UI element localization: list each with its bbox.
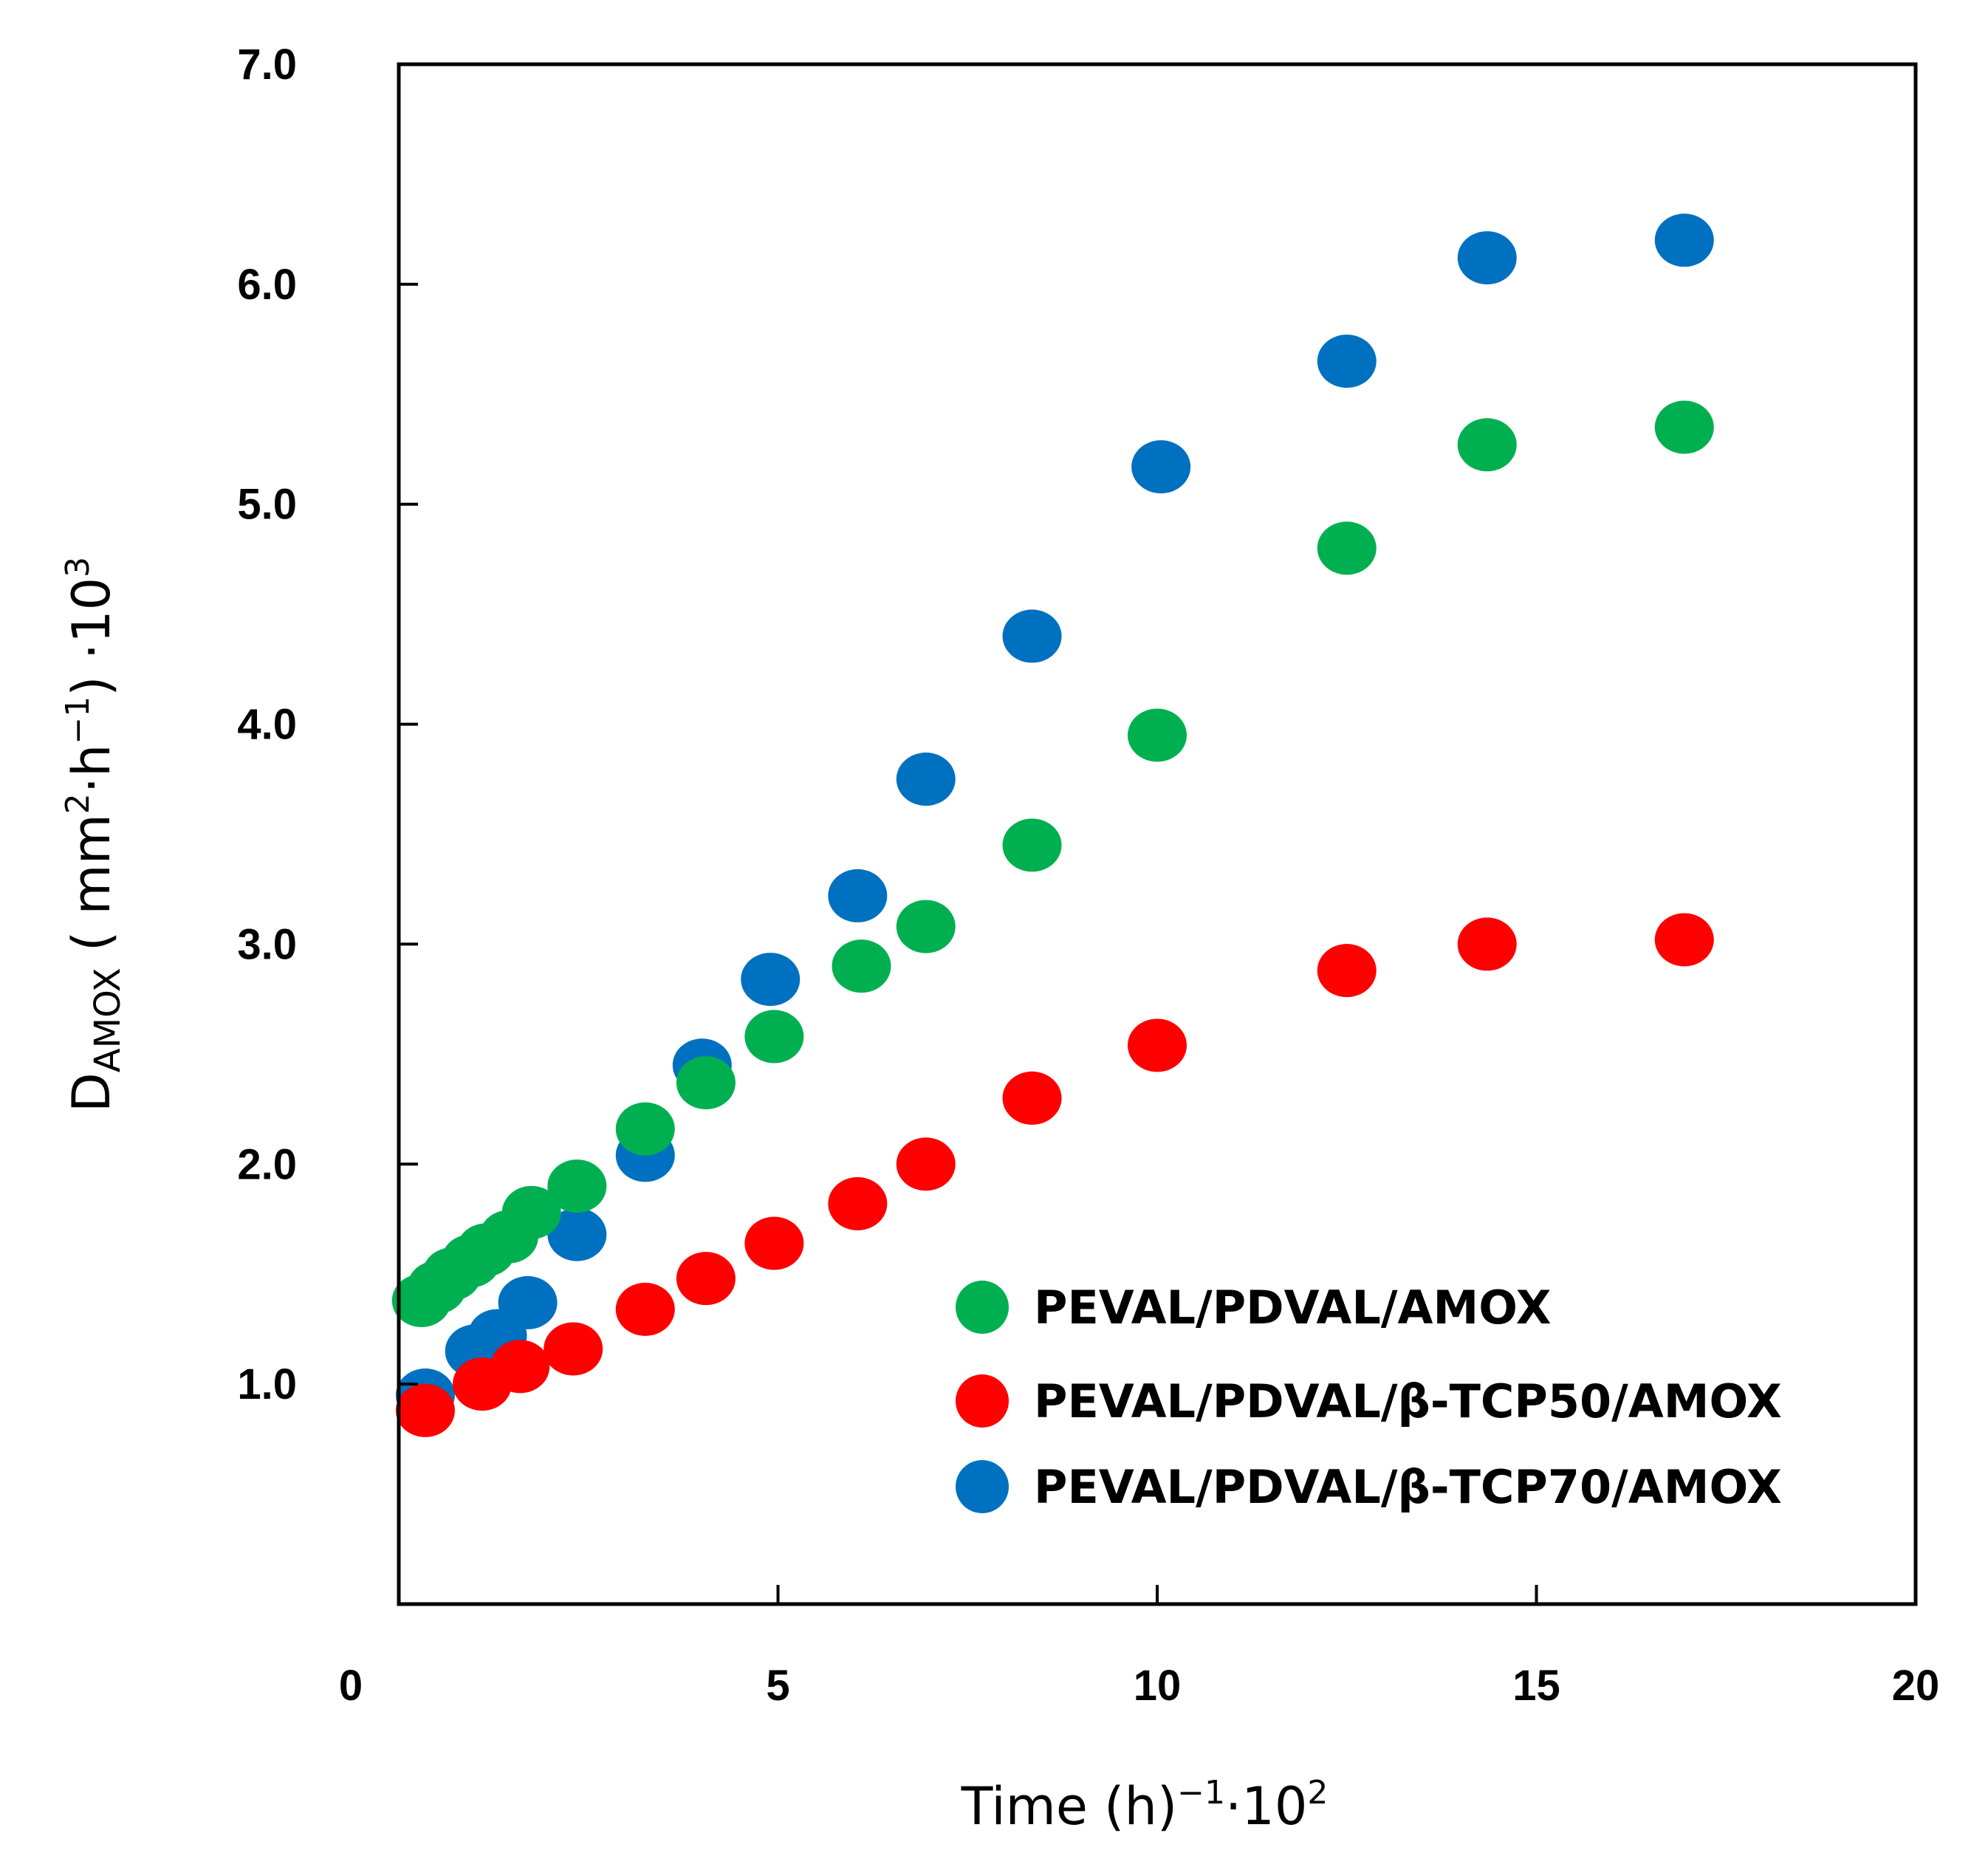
data-point-series-1-14: [1128, 708, 1187, 762]
data-point-series-2-8: [896, 1137, 956, 1191]
data-point-series-1-16: [1457, 418, 1517, 472]
data-point-series-1-8: [615, 1102, 675, 1156]
legend-label-peval-pdval-tcp50-amox: PEVAL/PDVAL/β-TCP50/AMOX: [1034, 1374, 1782, 1428]
data-point-series-1-15: [1317, 521, 1377, 575]
x-tick-label-10: 10: [1134, 1662, 1182, 1710]
data-point-series-1-9: [676, 1056, 736, 1110]
tick-labels: 0 5 10 15 20 1.0 2.0 3.0 4.0 5.0 6.0 7.0: [237, 41, 1939, 1710]
data-point-series-2-9: [1002, 1071, 1062, 1125]
y-tick-label-2.0: 2.0: [237, 1140, 297, 1188]
data-point-series-1-6: [501, 1185, 561, 1239]
y-tick-label-1.0: 1.0: [237, 1360, 297, 1408]
data-point-series-2-2: [490, 1340, 550, 1394]
data-point-series-1-17: [1654, 400, 1714, 454]
data-point-series-1-10: [744, 1010, 804, 1063]
legend-marker-peval-pdval-tcp50-amox: [956, 1374, 1009, 1428]
axis-ticks: [399, 282, 1538, 1604]
data-point-series-0-3: [498, 1275, 558, 1329]
data-point-series-0-11: [1131, 440, 1191, 494]
x-tick-label-0: 0: [339, 1662, 363, 1710]
y-tick-label-3.0: 3.0: [237, 920, 297, 968]
legend-marker-peval-pdval-amox: [956, 1281, 1009, 1334]
data-point-series-0-12: [1317, 335, 1377, 388]
y-tick-label-6.0: 6.0: [237, 261, 297, 309]
data-point-series-1-7: [547, 1159, 607, 1213]
data-point-series-1-12: [896, 900, 956, 953]
data-point-series-1-13: [1002, 818, 1062, 872]
legend-label-peval-pdval-tcp70-amox: PEVAL/PDVAL/β-TCP70/AMOX: [1034, 1460, 1782, 1514]
x-tick-label-15: 15: [1512, 1662, 1560, 1710]
plot-frame: [397, 62, 1918, 1606]
data-point-series-2-11: [1317, 944, 1377, 998]
data-point-series-0-8: [828, 869, 888, 922]
data-point-series-0-7: [741, 953, 801, 1007]
data-point-series-2-3: [544, 1322, 603, 1376]
data-point-series-2-0: [395, 1383, 455, 1437]
data-points: [391, 213, 1714, 1437]
legend: PEVAL/PDVAL/AMOX PEVAL/PDVAL/β-TCP50/AMO…: [956, 1281, 1782, 1514]
legend-label-peval-pdval-amox: PEVAL/PDVAL/AMOX: [1034, 1281, 1552, 1335]
data-point-series-2-7: [828, 1176, 888, 1230]
legend-marker-peval-pdval-tcp70-amox: [956, 1460, 1009, 1513]
data-point-series-2-5: [676, 1252, 736, 1306]
data-point-series-0-13: [1457, 231, 1517, 285]
x-axis-title: Time (h)−1·102: [961, 1774, 1329, 1837]
data-point-series-1-11: [832, 939, 891, 993]
y-tick-label-7.0: 7.0: [237, 41, 297, 89]
data-point-series-0-4: [547, 1207, 607, 1261]
y-tick-label-5.0: 5.0: [237, 481, 297, 529]
data-point-series-2-6: [744, 1216, 804, 1270]
y-axis-title: DAMOX ( mm2·h−1) ·103: [59, 557, 128, 1112]
data-point-series-2-10: [1128, 1018, 1187, 1072]
x-tick-label-5: 5: [766, 1662, 789, 1710]
data-point-series-0-14: [1654, 213, 1714, 267]
x-tick-label-20: 20: [1892, 1662, 1940, 1710]
y-tick-label-4.0: 4.0: [237, 701, 297, 749]
data-point-series-2-13: [1654, 913, 1714, 967]
data-point-series-2-4: [615, 1282, 675, 1336]
data-point-series-0-10: [1002, 609, 1062, 663]
data-point-series-0-9: [896, 753, 956, 806]
data-point-series-2-12: [1457, 917, 1517, 971]
